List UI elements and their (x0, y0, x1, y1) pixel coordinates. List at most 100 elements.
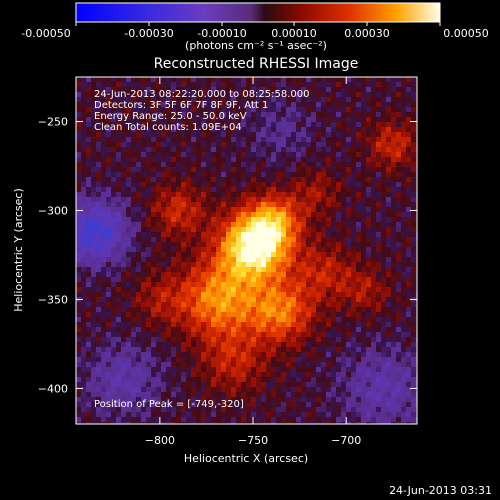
heatmap-cell (351, 407, 357, 413)
heatmap-cell (306, 422, 312, 424)
heatmap-cell (121, 302, 127, 308)
heatmap-cell (186, 162, 192, 168)
heatmap-cell (356, 117, 362, 123)
heatmap-cell (296, 247, 302, 253)
heatmap-cell (176, 327, 182, 333)
heatmap-cell (221, 277, 227, 283)
heatmap-cell (371, 407, 377, 413)
heatmap-cell (96, 132, 102, 138)
heatmap-cell (411, 277, 417, 283)
heatmap-cell (156, 207, 162, 213)
heatmap-cell (106, 172, 112, 178)
heatmap-cell (271, 87, 277, 93)
heatmap-cell (91, 382, 97, 388)
heatmap-cell (161, 417, 167, 423)
heatmap-cell (316, 417, 322, 423)
heatmap-cell (141, 207, 147, 213)
heatmap-cell (286, 202, 292, 208)
heatmap-cell (336, 267, 342, 273)
heatmap-cell (376, 82, 382, 88)
heatmap-cell (191, 202, 197, 208)
heatmap-cell (126, 367, 132, 373)
heatmap-cell (231, 197, 237, 203)
heatmap-cell (316, 192, 322, 198)
heatmap-cell (166, 152, 172, 158)
heatmap-cell (286, 92, 292, 98)
heatmap-cell (191, 352, 197, 358)
heatmap-cell (301, 162, 307, 168)
heatmap-cell (91, 417, 97, 423)
heatmap-cell (351, 402, 357, 408)
heatmap-cell (131, 222, 137, 228)
heatmap-cell (286, 377, 292, 383)
heatmap-cell (251, 77, 257, 83)
heatmap-cell (131, 122, 137, 128)
heatmap-cell (281, 372, 287, 378)
heatmap-cell (386, 367, 392, 373)
heatmap-cell (176, 397, 182, 403)
heatmap-cell (86, 387, 92, 393)
heatmap-cell (231, 257, 237, 263)
heatmap-cell (291, 407, 297, 413)
heatmap-cell (361, 222, 367, 228)
heatmap-cell (131, 287, 137, 293)
heatmap-cell (191, 257, 197, 263)
heatmap-cell (176, 247, 182, 253)
heatmap-cell (356, 397, 362, 403)
heatmap-cell (371, 157, 377, 163)
heatmap-cell (181, 162, 187, 168)
heatmap-cell (146, 272, 152, 278)
heatmap-cell (366, 157, 372, 163)
heatmap-cell (256, 267, 262, 273)
heatmap-cell (371, 212, 377, 218)
heatmap-cell (146, 217, 152, 223)
heatmap-cell (181, 237, 187, 243)
heatmap-cell (201, 357, 207, 363)
heatmap-cell (351, 247, 357, 253)
heatmap-cell (291, 117, 297, 123)
heatmap-cell (316, 407, 322, 413)
heatmap-cell (231, 382, 237, 388)
heatmap-cell (261, 327, 267, 333)
heatmap-cell (336, 412, 342, 418)
heatmap-cell (101, 387, 107, 393)
heatmap-cell (221, 92, 227, 98)
heatmap-cell (356, 282, 362, 288)
heatmap-cell (181, 142, 187, 148)
heatmap-cell (211, 122, 217, 128)
heatmap-cell (241, 387, 247, 393)
heatmap-cell (301, 342, 307, 348)
heatmap-cell (211, 362, 217, 368)
colorbar-tick-label: 0.00030 (344, 27, 390, 40)
heatmap-cell (226, 92, 232, 98)
heatmap-cell (196, 167, 202, 173)
heatmap-cell (361, 147, 367, 153)
heatmap-cell (206, 307, 212, 313)
heatmap-cell (221, 292, 227, 298)
heatmap-cell (341, 402, 347, 408)
heatmap-cell (346, 357, 352, 363)
heatmap-cell (371, 117, 377, 123)
heatmap-cell (276, 202, 282, 208)
heatmap-cell (336, 142, 342, 148)
heatmap-cell (361, 357, 367, 363)
heatmap-cell (286, 227, 292, 233)
heatmap-cell (341, 312, 347, 318)
heatmap-cell (171, 102, 177, 108)
heatmap-cell (286, 337, 292, 343)
heatmap-cell (341, 97, 347, 103)
heatmap-cell (321, 112, 327, 118)
heatmap-cell (131, 317, 137, 323)
heatmap-cell (76, 392, 82, 398)
heatmap-cell (136, 87, 142, 93)
heatmap-cell (211, 277, 217, 283)
heatmap-cell (226, 367, 232, 373)
heatmap-cell (296, 292, 302, 298)
heatmap-cell (376, 197, 382, 203)
heatmap-cell (381, 77, 387, 83)
heatmap-cell (366, 87, 372, 93)
heatmap-cell (161, 97, 167, 103)
heatmap-cell (401, 312, 407, 318)
heatmap-cell (196, 97, 202, 103)
heatmap-cell (231, 302, 237, 308)
